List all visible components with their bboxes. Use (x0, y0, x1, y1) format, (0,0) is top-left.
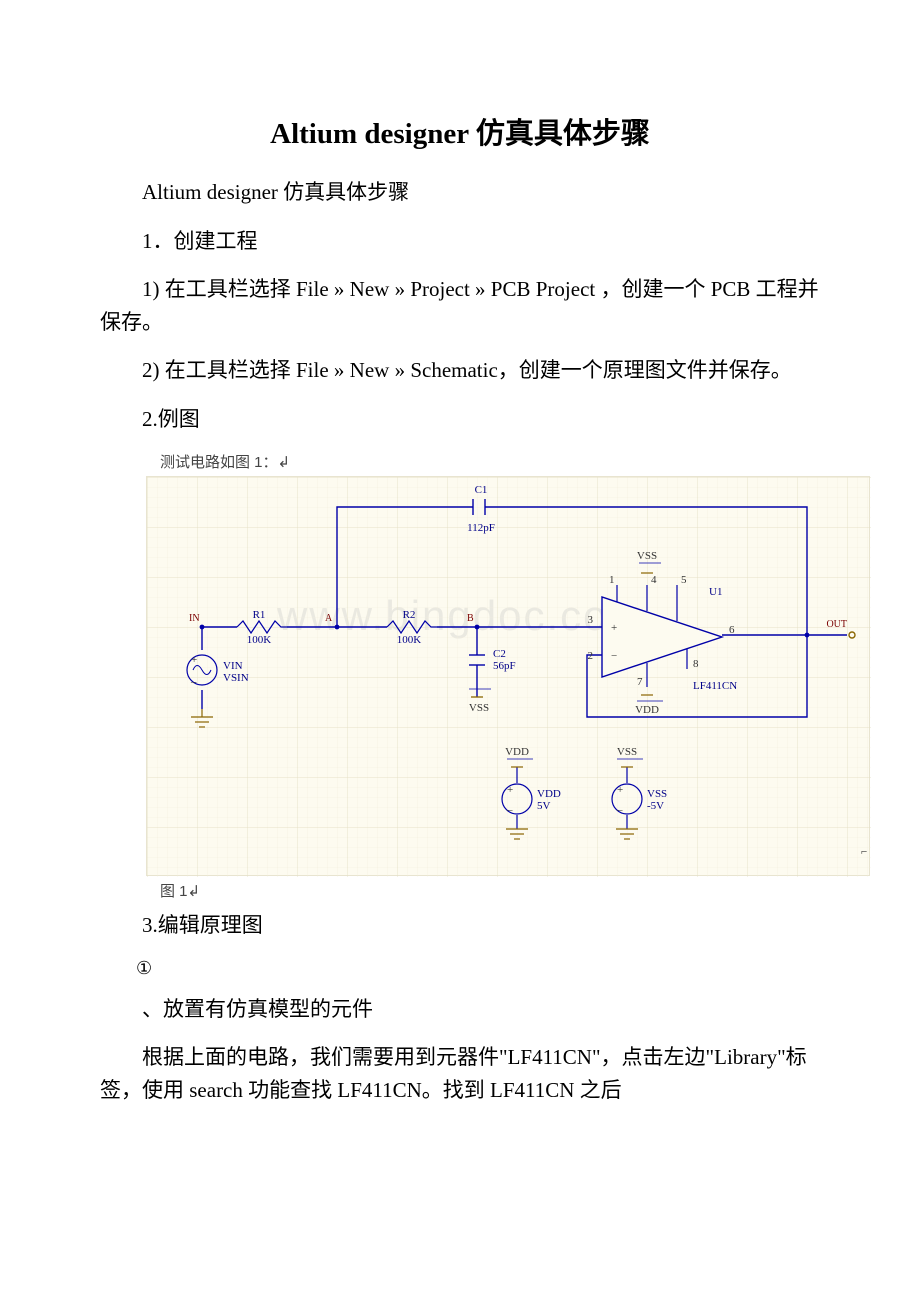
svg-text:8: 8 (693, 658, 699, 670)
figure-1: 测试电路如图 1：↲ www.bingdoc.com (146, 451, 870, 901)
svg-text:−: − (611, 650, 617, 662)
svg-text:C1: C1 (475, 484, 488, 496)
svg-text:OUT: OUT (826, 619, 847, 630)
svg-text:VSS: VSS (637, 550, 657, 562)
svg-text:–: – (190, 676, 197, 688)
svg-text:56pF: 56pF (493, 660, 516, 672)
schematic-svg: C1 112pF R1 100K R2 100K (147, 477, 871, 877)
svg-text:2: 2 (588, 650, 594, 662)
net-in: IN (189, 613, 200, 624)
page-title: Altium designer 仿真具体步骤 (100, 110, 820, 152)
svg-text:5V: 5V (537, 800, 551, 812)
para-step1-1: 1) 在工具栏选择 File » New » Project » PCB Pro… (100, 273, 820, 338)
svg-text:VSS: VSS (617, 746, 637, 758)
svg-text:VIN: VIN (223, 660, 243, 672)
svg-text:–: – (616, 804, 623, 816)
svg-text:3: 3 (588, 614, 594, 626)
svg-text:6: 6 (729, 624, 735, 636)
figure-1-caption-top: 测试电路如图 1：↲ (160, 451, 870, 472)
svg-text:112pF: 112pF (467, 522, 495, 534)
net-b: B (467, 613, 474, 624)
svg-text:–: – (506, 804, 513, 816)
figure-1-caption-bottom: 图 1↲ (160, 880, 870, 901)
svg-text:+: + (611, 622, 617, 634)
svg-text:LF411CN: LF411CN (693, 680, 737, 692)
para-step1-2: 2) 在工具栏选择 File » New » Schematic，创建一个原理图… (100, 354, 820, 387)
para-subtitle: Altium designer 仿真具体步骤 (100, 176, 820, 209)
svg-text:VSS: VSS (469, 702, 489, 714)
svg-text:4: 4 (651, 574, 657, 586)
para-step3-sub: 、放置有仿真模型的元件 (100, 993, 820, 1026)
para-step2-heading: 2.例图 (100, 403, 820, 436)
svg-text:-5V: -5V (647, 800, 664, 812)
svg-text:VSS: VSS (647, 788, 667, 800)
net-a: A (325, 613, 333, 624)
svg-text:+: + (191, 654, 197, 666)
schematic-canvas: www.bingdoc.com (146, 476, 870, 876)
svg-text:VDD: VDD (505, 746, 529, 758)
svg-text:C2: C2 (493, 648, 506, 660)
para-circled-1: ① (100, 958, 820, 979)
svg-text:VDD: VDD (537, 788, 561, 800)
svg-text:+: + (617, 784, 623, 796)
svg-text:+: + (507, 784, 513, 796)
para-step3-heading: 3.编辑原理图 (100, 909, 820, 942)
svg-text:7: 7 (637, 676, 643, 688)
svg-text:5: 5 (681, 574, 687, 586)
svg-text:VSIN: VSIN (223, 672, 249, 684)
svg-text:100K: 100K (247, 634, 272, 646)
cursor-mark: ⌐ (861, 846, 867, 858)
svg-text:VDD: VDD (635, 704, 659, 716)
svg-text:U1: U1 (709, 586, 722, 598)
svg-text:1: 1 (609, 574, 615, 586)
para-step1-heading: 1．创建工程 (100, 225, 820, 258)
svg-text:R1: R1 (253, 609, 266, 621)
svg-text:R2: R2 (403, 609, 416, 621)
para-step3-body: 根据上面的电路，我们需要用到元器件"LF411CN"，点击左边"Library"… (100, 1041, 820, 1106)
svg-text:100K: 100K (397, 634, 422, 646)
